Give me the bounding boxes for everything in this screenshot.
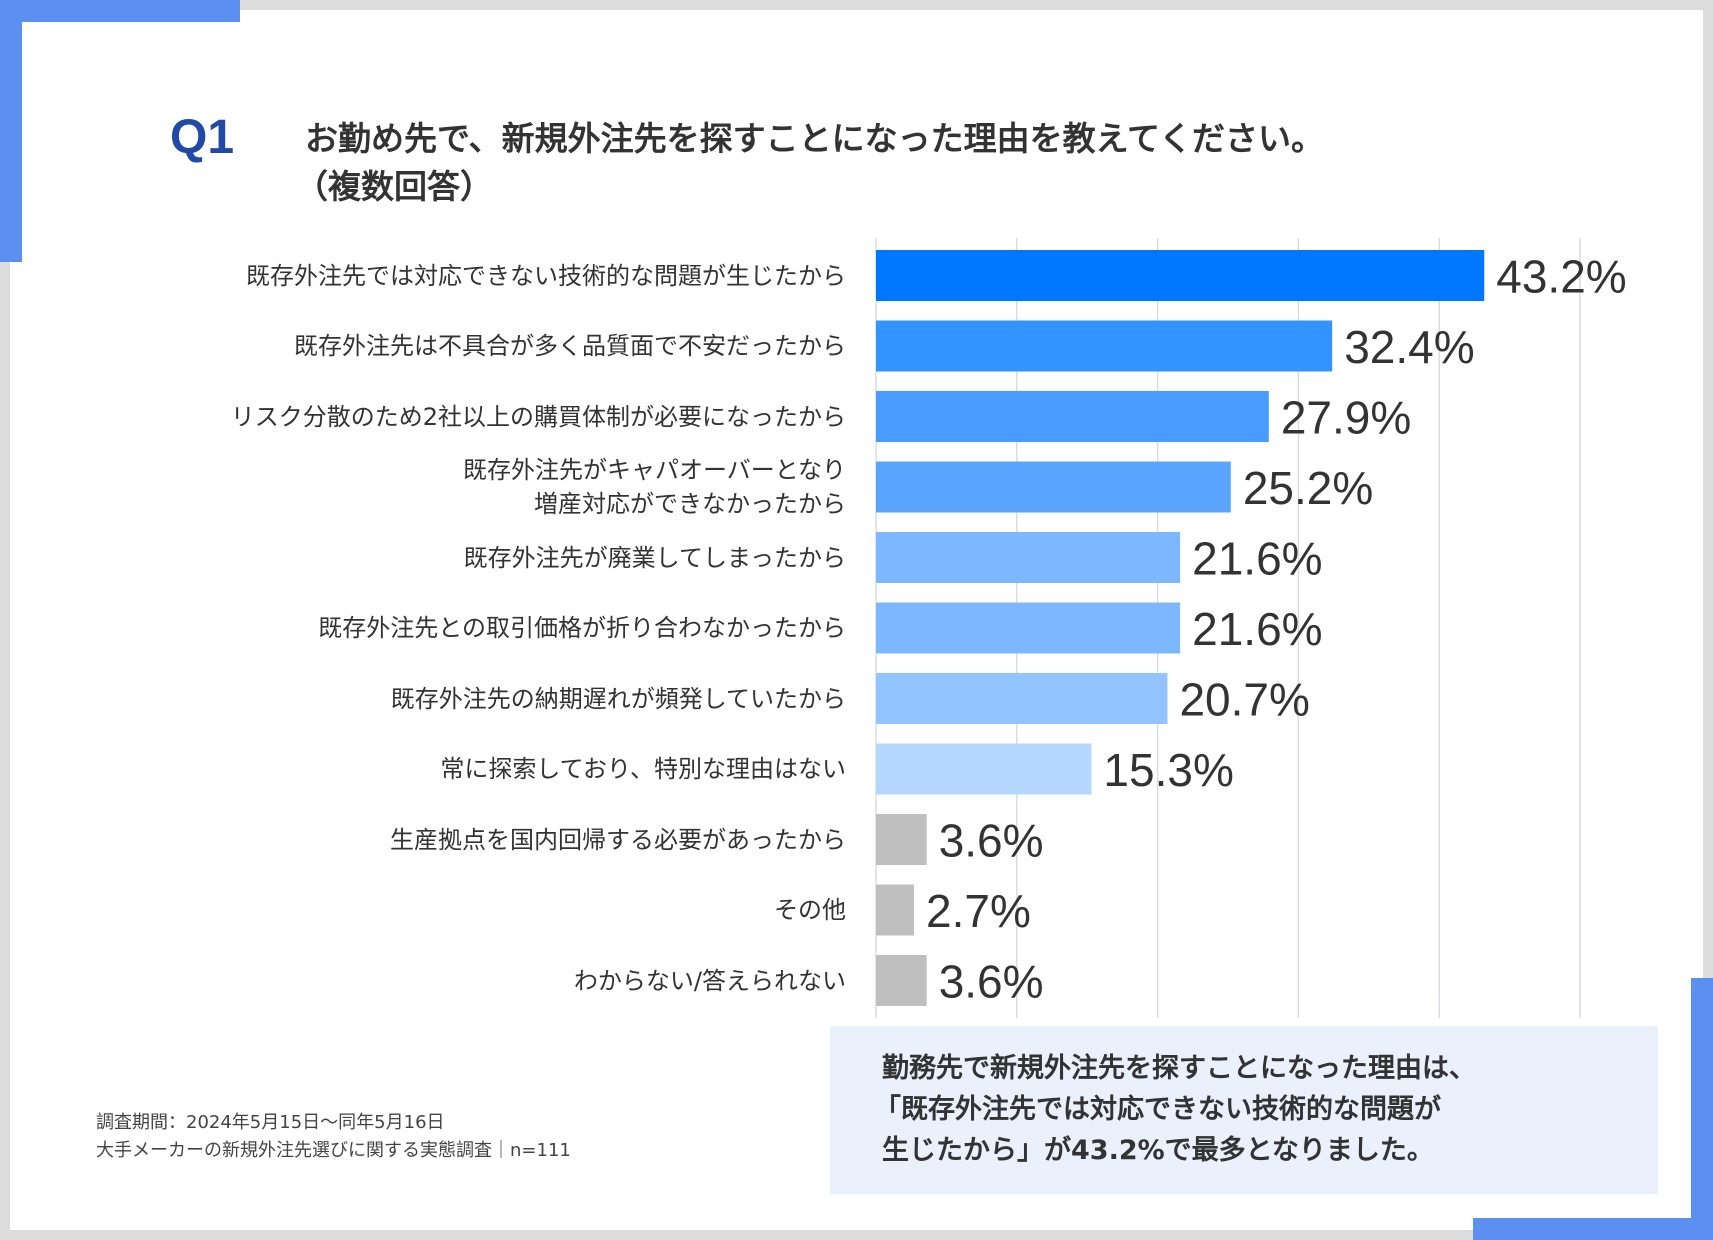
bar-7 [876,673,1168,724]
question-title-line-1: お勤め先で、新規外注先を探すことになった理由を教えてください。 [305,119,1325,158]
category-label-1: 既存外注先では対応できない技術的な問題が生じたから [246,261,846,290]
corner-accent-bottom-right-vertical [1691,978,1713,1240]
category-label-3: リスク分散のため2社以上の購買体制が必要になったから [230,402,846,431]
value-label-2: 32.4% [1344,321,1474,373]
value-label-1: 43.2% [1496,251,1626,303]
corner-accent-top-left-horizontal [0,0,240,22]
summary-text: 勤務先で新規外注先を探すことになった理由は、 「既存外注先では対応できない技術的… [874,1048,1642,1171]
bar-5 [876,532,1181,583]
value-label-9: 3.6% [939,815,1044,867]
bar-6 [876,602,1181,654]
category-label-4: 既存外注先がキャパオーバーとなり 増産対応ができなかったから [462,456,846,518]
category-label-5: 既存外注先が廃業してしまったから [463,543,846,572]
bar-10 [876,884,915,936]
summary-line-3: 生じたから」が43.2%で最多となりました。 [882,1135,1434,1166]
survey-period: 調査期間：2024年5月15日〜同年5月16日 [96,1112,445,1133]
category-label-10: その他 [774,896,846,924]
bar-11 [876,955,927,1006]
category-label-2: 既存外注先は不具合が多く品質面で不安だったから [294,332,846,360]
value-label-4: 25.2% [1243,462,1373,514]
value-label-6: 21.6% [1192,603,1322,655]
survey-description: 大手メーカーの新規外注先選びに関する実態調査｜n=111 [96,1140,571,1161]
category-label-11: わからない/答えられない [573,966,846,995]
value-label-5: 21.6% [1192,533,1322,585]
category-label-9: 生産拠点を国内回帰する必要があったから [390,825,846,854]
value-label-8: 15.3% [1103,744,1233,796]
corner-accent-top-left-vertical [0,0,22,262]
category-label-8: 常に探索しており、特別な理由はない [440,755,846,783]
category-label-7: 既存外注先の納期遅れが頻発していたから [390,684,846,713]
question-number: Q1 [170,111,235,164]
corner-accent-bottom-right-horizontal [1473,1218,1713,1240]
bar-9 [876,814,927,865]
question-title-line-2: （複数回答） [295,167,493,206]
bar-1 [876,250,1485,301]
summary-line-2: 「既存外注先では対応できない技術的な問題が [874,1094,1441,1125]
bar-3 [876,391,1269,442]
value-label-3: 27.9% [1281,392,1411,444]
bar-4 [876,461,1231,513]
summary-box: 勤務先で新規外注先を探すことになった理由は、 「既存外注先では対応できない技術的… [830,1026,1658,1194]
value-label-10: 2.7% [926,885,1031,937]
question-title: お勤め先で、新規外注先を探すことになった理由を教えてください。 （複数回答） [295,115,1605,211]
bar-8 [876,743,1092,795]
value-label-7: 20.7% [1179,674,1309,726]
value-label-11: 3.6% [939,956,1044,1008]
bar-2 [876,320,1333,372]
category-label-6: 既存外注先との取引価格が折り合わなかったから [318,614,846,642]
summary-line-1: 勤務先で新規外注先を探すことになった理由は、 [882,1053,1476,1084]
